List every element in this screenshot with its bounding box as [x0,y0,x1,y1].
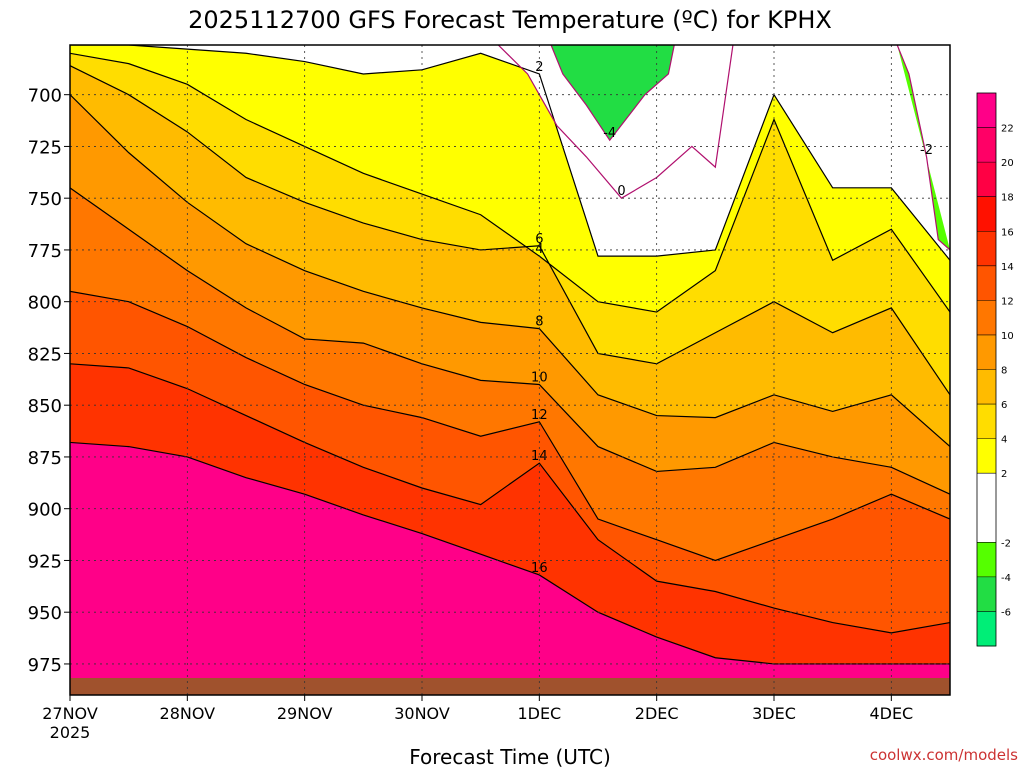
y-tick-label: 850 [28,396,62,417]
contour-m4 [550,45,675,142]
y-tick-label: 750 [28,189,62,210]
colorbar: -6 -4 -2 2 4 6 8 10 12 14 16 18 20 22 [976,92,1014,647]
colorbar-tick-label: 4 [1001,435,1007,446]
x-axis: 27NOV 28NOV 29NOV 30NOV 1DEC 2DEC 3DEC 4DEC [42,695,913,723]
colorbar-tick-label: -4 [1001,573,1011,584]
colorbar-swatch [977,576,996,612]
colorbar-swatch [977,162,996,198]
contour-label: 10 [531,370,548,385]
band-below-2 [70,45,950,261]
ground-surface [70,678,950,695]
watermark: coolwx.com/models [870,746,1018,764]
colorbar-tick-label: 18 [1001,193,1014,204]
contour-m2 [896,45,950,251]
x-tick-label: 30NOV [394,704,450,723]
colorbar-swatch [977,542,996,578]
contour-12 [70,290,950,562]
x-tick-label: 4DEC [869,704,913,723]
temperature-bands [70,45,950,664]
chart-title: 2025112700 GFS Forecast Temperature (ºC)… [188,6,832,34]
colorbar-swatch [977,369,996,405]
plot-frame [69,44,951,696]
band-below-m4 [551,45,675,141]
colorbar-tick-label: -2 [1001,538,1011,549]
x-tick-label: 3DEC [752,704,796,723]
y-tick-label: 975 [28,655,62,676]
colorbar-swatch [977,611,996,647]
colorbar-tick-label: 6 [1001,400,1007,411]
colorbar-swatch [977,196,996,232]
contour-label: -4 [603,126,616,141]
colorbar-swatch [977,438,996,474]
y-tick-label: 700 [28,86,62,107]
colorbar-tick-label: 2 [1001,469,1007,480]
contour-8 [70,94,950,448]
contour-4 [70,52,950,313]
x-year-label: 2025 [50,723,91,742]
colorbar-tick-label: 8 [1001,366,1007,377]
x-axis-label: Forecast Time (UTC) [409,745,611,768]
grid-lines [70,45,950,695]
y-tick-label: 775 [28,241,62,262]
colorbar-tick-label: 12 [1001,296,1014,307]
y-tick-label: 950 [28,603,62,624]
colorbar-swatch [977,404,996,440]
y-tick-label: 800 [28,293,62,314]
plot-area: 1614121086420-2-4 [70,45,950,695]
band-below-m2 [897,45,950,250]
contour-label: 12 [531,408,548,423]
colorbar-swatch [977,507,996,543]
y-tick-label: 725 [28,137,62,158]
colorbar-swatch [977,334,996,370]
y-tick-label: 900 [28,500,62,521]
colorbar-swatch [977,127,996,163]
colorbar-tick-label: 20 [1001,158,1014,169]
contour-2 [70,45,950,261]
contour-10 [70,187,950,495]
contour-label: 0 [617,184,625,199]
colorbar-swatch [977,93,996,129]
x-tick-label: 2DEC [635,704,679,723]
colorbar-swatch [977,231,996,267]
colorbar-tick-label: 16 [1001,227,1014,238]
contour-6 [70,65,950,396]
contour-label: -2 [920,143,933,158]
contour-0 [497,45,734,199]
contour-label: 6 [535,232,543,247]
x-tick-label: 29NOV [277,704,333,723]
colorbar-swatch [977,265,996,301]
colorbar-tick-label: 14 [1001,262,1014,273]
contour-14 [70,363,950,634]
y-tick-label: 825 [28,344,62,365]
colorbar-swatch [977,300,996,336]
y-tick-label: 925 [28,551,62,572]
x-tick-label: 27NOV [42,704,98,723]
y-tick-label: 875 [28,448,62,469]
x-tick-label: 1DEC [517,704,561,723]
y-axis: 700 725 750 775 800 825 850 875 900 925 950 975 [28,86,70,676]
colorbar-swatch [977,473,996,509]
contour-label: 2 [535,60,543,75]
colorbar-tick-label: 22 [1001,124,1014,135]
x-tick-label: 28NOV [160,704,216,723]
colorbar-tick-label: 10 [1001,331,1014,342]
colorbar-tick-label: -6 [1001,607,1011,618]
